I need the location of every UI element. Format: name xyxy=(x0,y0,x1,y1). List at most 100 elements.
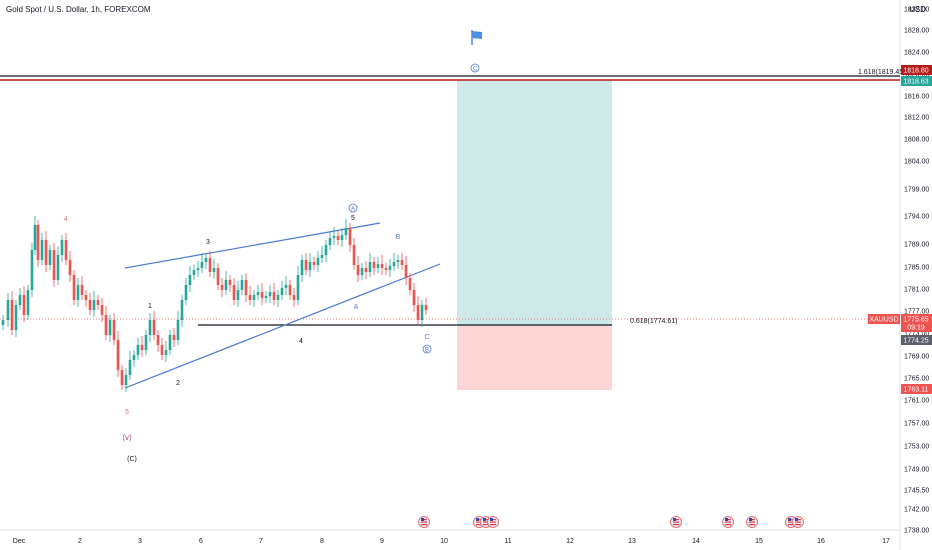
candle-body xyxy=(144,335,148,350)
candle-body xyxy=(228,280,232,285)
us-flag-event-icon[interactable] xyxy=(722,516,734,528)
price-tick-label: 1745.50 xyxy=(904,488,929,495)
candle-body xyxy=(64,240,68,260)
candlestick-series[interactable] xyxy=(1,216,428,392)
candle-body xyxy=(22,295,26,315)
candle-body xyxy=(420,305,424,320)
candle-body xyxy=(244,280,248,295)
candle-body xyxy=(308,262,312,270)
candle-body xyxy=(200,262,204,268)
candle-body xyxy=(116,340,120,370)
candle-body xyxy=(388,266,392,270)
stop-zone[interactable] xyxy=(457,326,612,390)
candle-body xyxy=(164,350,168,355)
candle-body xyxy=(160,345,164,355)
candle-body xyxy=(26,290,30,315)
price-tick-label: 1749.00 xyxy=(904,467,929,474)
candle-body xyxy=(332,236,336,238)
candle-body xyxy=(392,262,396,266)
price-tick-label: 1765.00 xyxy=(904,376,929,383)
wave-label-4: 4 xyxy=(299,338,303,345)
price-tick-label: 1816.00 xyxy=(904,94,929,101)
time-tick-label: 3 xyxy=(138,538,142,545)
currency-label[interactable]: USD xyxy=(909,5,926,14)
candle-body xyxy=(196,268,200,270)
candle-body xyxy=(412,290,416,305)
candle-body xyxy=(340,235,344,240)
candle-body xyxy=(88,300,92,310)
circle-label-A-text: A xyxy=(351,207,355,213)
circle-label-A: A xyxy=(348,203,358,213)
candle-body xyxy=(100,305,104,315)
candle-body xyxy=(288,285,292,295)
candle-body xyxy=(336,236,340,240)
candle-body xyxy=(192,270,196,275)
candle-body xyxy=(292,295,296,300)
us-flag-event-icon[interactable] xyxy=(792,516,804,528)
candle-body xyxy=(60,240,64,255)
candle-body xyxy=(408,278,412,290)
time-tick-label: 10 xyxy=(440,538,448,545)
price-tag-upper-red-text: 1818.80 xyxy=(903,68,928,75)
candle-body xyxy=(1,320,5,325)
circle-label-B: B xyxy=(422,344,432,354)
time-axis[interactable]: Dec 2 3 6 7 8 9 10 11 12 13 14 15 16 17 xyxy=(13,538,890,545)
price-tick-label: 1799.00 xyxy=(904,187,929,194)
price-tick-label: 1753.00 xyxy=(904,444,929,451)
price-tick-label: 1738.00 xyxy=(904,528,929,535)
candle-body xyxy=(344,228,348,235)
candle-body xyxy=(208,258,212,272)
target-zone[interactable] xyxy=(457,80,612,326)
time-tick-label: Dec xyxy=(13,538,26,545)
plot-area[interactable] xyxy=(0,0,900,530)
candle-body xyxy=(180,300,184,320)
wave-label-5-low: 5 xyxy=(125,409,129,416)
candle-body xyxy=(188,275,192,285)
candle-body xyxy=(148,320,152,335)
candle-body xyxy=(296,275,300,300)
wave-label-4-top: 4 xyxy=(64,216,68,223)
lower-channel-line[interactable] xyxy=(124,263,441,389)
candle-body xyxy=(104,315,108,335)
candle-body xyxy=(268,292,272,296)
stop-price-tag-text: 1763.11 xyxy=(904,387,929,394)
candle-body xyxy=(416,305,420,320)
candle-body xyxy=(376,264,380,268)
candle-body xyxy=(236,290,240,300)
event-markers[interactable] xyxy=(418,516,804,528)
candle-body xyxy=(204,258,208,262)
circle-label-B-text: B xyxy=(425,348,429,354)
candle-body xyxy=(276,295,280,300)
time-tick-label: 11 xyxy=(504,538,511,545)
wave-label-2: 2 xyxy=(176,380,180,387)
us-flag-event-icon[interactable] xyxy=(418,516,430,528)
current-price-text: 1775.65 xyxy=(903,317,928,324)
price-tick-label: 1808.00 xyxy=(904,137,929,144)
candle-body xyxy=(10,300,14,330)
time-tick-label: 15 xyxy=(755,538,763,545)
candle-body xyxy=(136,345,140,355)
upper-channel-line[interactable] xyxy=(124,222,381,269)
symbol-title[interactable]: Gold Spot / U.S. Dollar, 1h, FOREXCOM xyxy=(6,5,151,14)
candle-body xyxy=(80,285,84,295)
us-flag-event-icon[interactable] xyxy=(670,516,682,528)
price-tag-upper-teal-text: 1818.63 xyxy=(903,79,928,86)
flag-icon[interactable] xyxy=(471,30,482,45)
candle-body xyxy=(248,295,252,300)
fib-price-tag-text: 1774.25 xyxy=(903,338,928,345)
candle-body xyxy=(232,285,236,300)
candle-body xyxy=(72,275,76,300)
time-tick-label: 12 xyxy=(566,538,574,545)
price-tick-label: 1761.00 xyxy=(904,398,929,405)
time-tick-label: 7 xyxy=(259,538,263,545)
price-axis[interactable]: 1832.001828.001824.001820.001816.001812.… xyxy=(904,7,929,535)
wave-label-1: 1 xyxy=(148,303,152,310)
candle-body xyxy=(284,285,288,288)
candle-body xyxy=(152,320,156,335)
current-timer-text: 09:19 xyxy=(907,325,925,332)
candle-body xyxy=(18,295,22,305)
us-flag-event-icon[interactable] xyxy=(746,516,758,528)
us-flag-event-icon[interactable] xyxy=(487,516,499,528)
candle-body xyxy=(92,300,96,310)
